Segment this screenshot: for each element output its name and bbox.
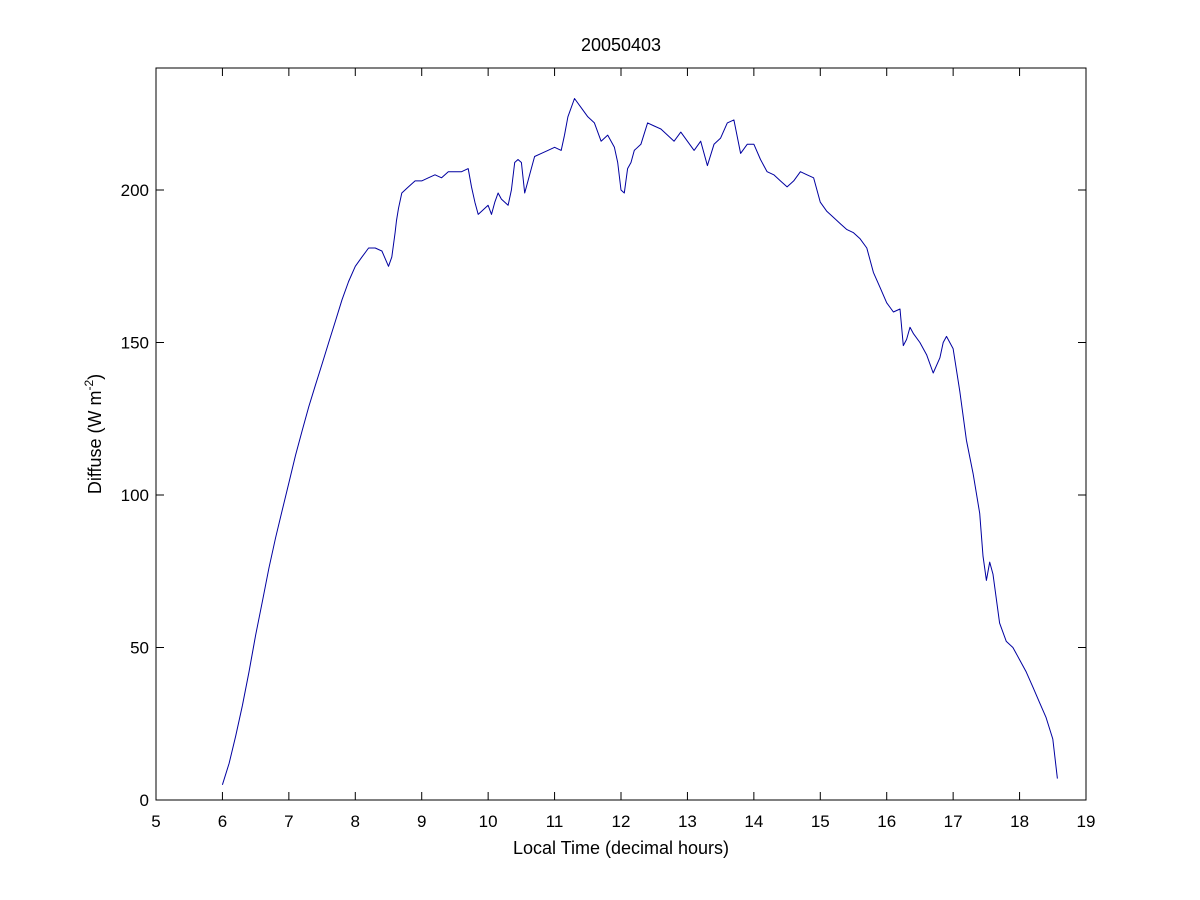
x-tick-label-2: 7 xyxy=(284,812,293,831)
x-tick-label-0: 5 xyxy=(151,812,160,831)
y-axis-label-suffix: ) xyxy=(85,374,105,380)
x-tick-label-13: 18 xyxy=(1010,812,1029,831)
y-tick-label-2: 100 xyxy=(121,486,149,505)
y-tick-label-3: 150 xyxy=(121,334,149,353)
x-tick-label-8: 13 xyxy=(678,812,697,831)
x-tick-label-10: 15 xyxy=(811,812,830,831)
x-tick-label-5: 10 xyxy=(479,812,498,831)
x-tick-label-1: 6 xyxy=(218,812,227,831)
series-layer xyxy=(221,98,1058,785)
series-line-0 xyxy=(221,98,1058,785)
y-axis-ticks: 0 50 100 150 200 xyxy=(121,181,1086,810)
x-axis-label: Local Time (decimal hours) xyxy=(513,838,729,858)
x-axis-ticks: 5 6 7 8 9 10 11 12 13 14 15 16 17 18 19 xyxy=(151,68,1095,831)
x-tick-label-9: 14 xyxy=(744,812,763,831)
x-tick-label-7: 12 xyxy=(612,812,631,831)
y-axis-label: Diffuse (W m-2) xyxy=(82,374,105,494)
y-axis-label-superscript: -2 xyxy=(82,379,96,390)
x-tick-label-14: 19 xyxy=(1077,812,1096,831)
x-tick-label-6: 11 xyxy=(546,812,564,831)
x-tick-label-3: 8 xyxy=(351,812,360,831)
x-tick-label-12: 17 xyxy=(944,812,963,831)
x-tick-label-4: 9 xyxy=(417,812,426,831)
y-tick-label-0: 0 xyxy=(140,791,149,810)
chart-title: 20050403 xyxy=(581,35,661,55)
plot-area xyxy=(155,67,1087,801)
y-axis-label-main: Diffuse (W m xyxy=(85,390,105,494)
y-tick-label-4: 200 xyxy=(121,181,149,200)
y-tick-label-1: 50 xyxy=(130,639,149,658)
x-tick-label-11: 16 xyxy=(877,812,896,831)
